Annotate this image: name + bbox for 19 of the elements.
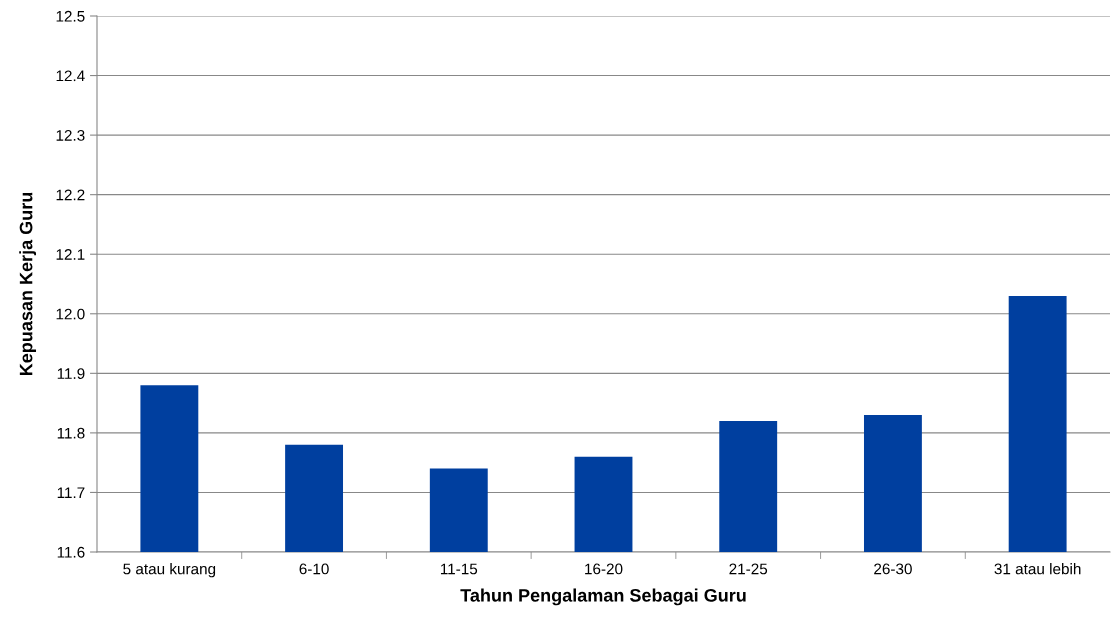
x-tick-label: 6-10: [299, 563, 329, 575]
x-tick-label: 31 atau lebih: [994, 563, 1081, 575]
y-tick-label: 11.6: [57, 546, 85, 558]
x-tick-label: 16-20: [585, 563, 623, 575]
y-tick-label: 12.3: [56, 129, 85, 141]
y-axis-title: Kepuasan Kerja Guru: [19, 192, 37, 376]
x-tick-label: 11-15: [440, 563, 478, 575]
x-axis-title: Tahun Pengalaman Sebagai Guru: [460, 588, 746, 606]
y-tick-label: 11.8: [57, 427, 85, 439]
y-tick-label: 12.4: [56, 70, 85, 82]
y-tick-label: 12.0: [56, 308, 85, 320]
y-tick-label: 11.9: [57, 368, 85, 380]
y-tick-label: 12.1: [56, 249, 85, 260]
y-tick-label: 11.7: [57, 487, 85, 498]
x-tick-label: 5 atau kurang: [123, 563, 216, 578]
x-tick-label: 26-30: [874, 563, 912, 575]
y-tick-label: 12.5: [56, 10, 85, 22]
y-tick-label: 12.2: [56, 189, 85, 201]
x-tick-label: 21-25: [729, 563, 768, 575]
